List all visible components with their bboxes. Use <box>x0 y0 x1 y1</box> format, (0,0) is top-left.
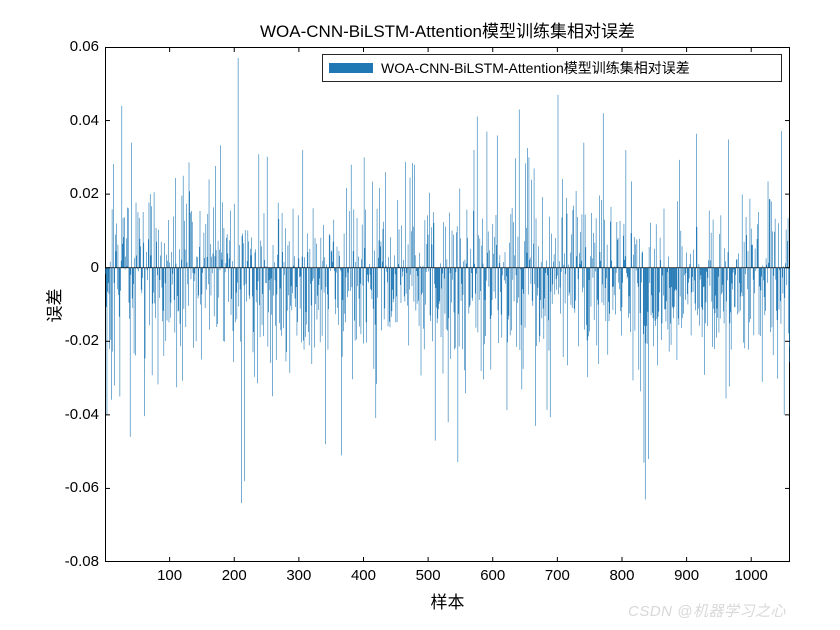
x-tick-label: 700 <box>532 567 582 584</box>
y-tick-label: 0.04 <box>70 112 99 129</box>
x-tick-label: 100 <box>145 567 195 584</box>
x-tick-label: 500 <box>403 567 453 584</box>
legend-label: WOA-CNN-BiLSTM-Attention模型训练集相对误差 <box>381 58 690 78</box>
x-tick-label: 1000 <box>726 567 776 584</box>
x-tick-label: 400 <box>338 567 388 584</box>
x-tick-label: 900 <box>662 567 712 584</box>
y-tick-label: -0.08 <box>65 553 99 570</box>
x-axis-label: 样本 <box>105 588 790 613</box>
chart-container: WOA-CNN-BiLSTM-Attention模型训练集相对误差 误差 样本 … <box>0 0 840 630</box>
x-tick-label: 800 <box>597 567 647 584</box>
y-tick-label: -0.02 <box>65 332 99 349</box>
y-tick-label: 0 <box>91 259 99 276</box>
plot-area <box>105 47 790 562</box>
y-tick-label: -0.06 <box>65 479 99 496</box>
x-tick-label: 600 <box>468 567 518 584</box>
x-tick-label: 200 <box>209 567 259 584</box>
y-axis-label: 误差 <box>41 265 66 345</box>
legend-swatch <box>329 63 373 73</box>
x-tick-label: 300 <box>274 567 324 584</box>
y-tick-label: 0.02 <box>70 185 99 202</box>
error-bars <box>106 58 790 503</box>
y-tick-label: -0.04 <box>65 406 99 423</box>
legend: WOA-CNN-BiLSTM-Attention模型训练集相对误差 <box>322 54 782 82</box>
chart-title: WOA-CNN-BiLSTM-Attention模型训练集相对误差 <box>105 17 790 42</box>
y-tick-label: 0.06 <box>70 38 99 55</box>
